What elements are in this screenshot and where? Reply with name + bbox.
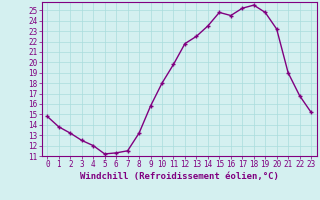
X-axis label: Windchill (Refroidissement éolien,°C): Windchill (Refroidissement éolien,°C) (80, 172, 279, 181)
